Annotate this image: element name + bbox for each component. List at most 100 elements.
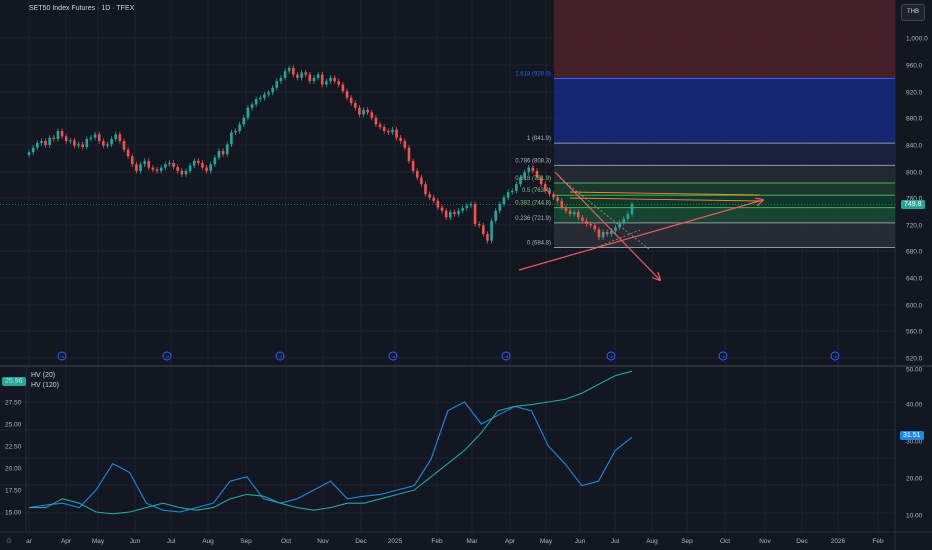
hv-indicator-pane: 27.50 25.00 22.50 20.00 17.50 15.00 50.00 40.00… [5,367,923,520]
candle-body [337,81,341,85]
candle-body [52,137,56,140]
candle-body [283,71,287,78]
event-marker-icon: ⇥ [162,351,172,361]
candle-body [341,84,345,92]
target-line-2 [569,197,761,202]
candle-body [308,74,312,82]
candle-body [85,139,89,147]
candle-body [217,150,221,158]
candle-body [436,200,440,208]
uptrend-arrow [518,200,763,271]
candle-body [292,67,295,75]
candle-body [81,144,84,147]
trend-arrows[interactable] [518,171,763,280]
fib-zone-2 [554,165,895,183]
candle-body [275,81,279,88]
time-axis-label: May [92,538,105,545]
candle-body [552,194,555,198]
fib-zone-3 [554,182,895,196]
candle-body [60,131,64,137]
candle-body [523,172,526,178]
price-axis-label: 920.0 [906,90,923,97]
svg-text:⇥: ⇥ [60,355,64,361]
candle-body [180,170,184,175]
candle-body [424,184,427,195]
fib-zone-5 [554,207,895,223]
time-axis-label: Aug [202,538,214,545]
time-axis-label: Apr [61,538,72,545]
candle-body [498,204,502,211]
candle-body [234,131,237,133]
hv-right-axis-label: 30.00 [906,439,923,446]
hv120-legend[interactable]: HV (120) [31,382,60,389]
candle-body [89,137,93,140]
price-axis[interactable]: 1,000.0 960.0 920.0 880.0 840.0 800.0 760.0 720… [906,36,928,363]
globe-icon[interactable]: ⊙ [6,538,12,545]
candle-body [581,217,584,221]
time-axis-label: Apr [505,538,516,545]
time-axis-label: Feb [872,538,884,545]
candle-body [279,77,283,82]
currency-button[interactable]: THB [901,4,925,21]
hv120-line [29,370,633,515]
candle-body [568,210,572,215]
candle-body [188,165,192,171]
candle-body [333,77,336,82]
candle-body [477,224,481,226]
time-axis[interactable]: ar Apr May Jun Jul Aug Sep Oct Nov Dec 2025 Feb Mar A… [26,538,884,545]
svg-text:⇥: ⇥ [609,355,613,361]
candle-body [151,167,155,170]
candle-body [432,197,436,201]
candle-body [531,167,535,171]
candle-body [110,139,113,145]
price-axis-label: 560.0 [906,329,923,336]
hv-right-value-badge: 31.51 [900,431,924,440]
target-line-1 [569,191,761,196]
hv20-legend[interactable]: HV (20) [31,372,56,379]
candle-body [420,177,423,185]
candle-body [448,212,452,218]
time-axis-label: Jun [575,538,586,545]
candle-body [395,129,398,138]
candle-body [378,124,382,128]
candle-body [48,137,51,145]
hv-left-axis-label: 15.00 [5,510,22,517]
candle-body [130,156,134,165]
fib-level-label: 0.382 (744.8) [515,201,551,207]
price-axis-label: 520.0 [906,356,923,363]
candle-body [473,204,477,225]
event-markers[interactable]: ⇥ ⇥ ⇥ ⇥ ⇥ ⇥ ⇥ ⇥ [57,351,840,361]
candle-body [246,107,250,118]
candle-body [135,164,138,171]
candle-body [147,160,151,168]
time-axis-label: Dec [355,538,367,545]
candle-body [238,124,241,132]
candle-body [40,141,43,144]
candle-body [510,190,514,193]
candle-body [159,167,163,171]
candle-body [630,204,634,215]
candle-body [300,72,303,78]
time-axis-label: 2025 [388,538,403,545]
candle-body [316,74,320,78]
svg-text:⇥: ⇥ [721,355,725,361]
candle-body [601,232,605,238]
time-axis-label: Nov [317,538,329,545]
candle-body [461,208,464,211]
candle-body [490,220,493,241]
fib-zone-4 [554,195,895,208]
price-axis-label: 880.0 [906,116,923,123]
price-axis-label: 1,000.0 [906,36,928,43]
candle-body [176,166,179,171]
candle-body [358,107,361,115]
candle-body [457,210,460,215]
fib-retracement-zones[interactable] [0,0,895,248]
candle-body [349,97,353,104]
time-axis-label: Nov [759,538,771,545]
candle-body [469,204,473,206]
svg-text:⇥: ⇥ [391,355,395,361]
candle-body [366,109,369,113]
candle-body [403,141,407,148]
candle-body [205,167,208,171]
